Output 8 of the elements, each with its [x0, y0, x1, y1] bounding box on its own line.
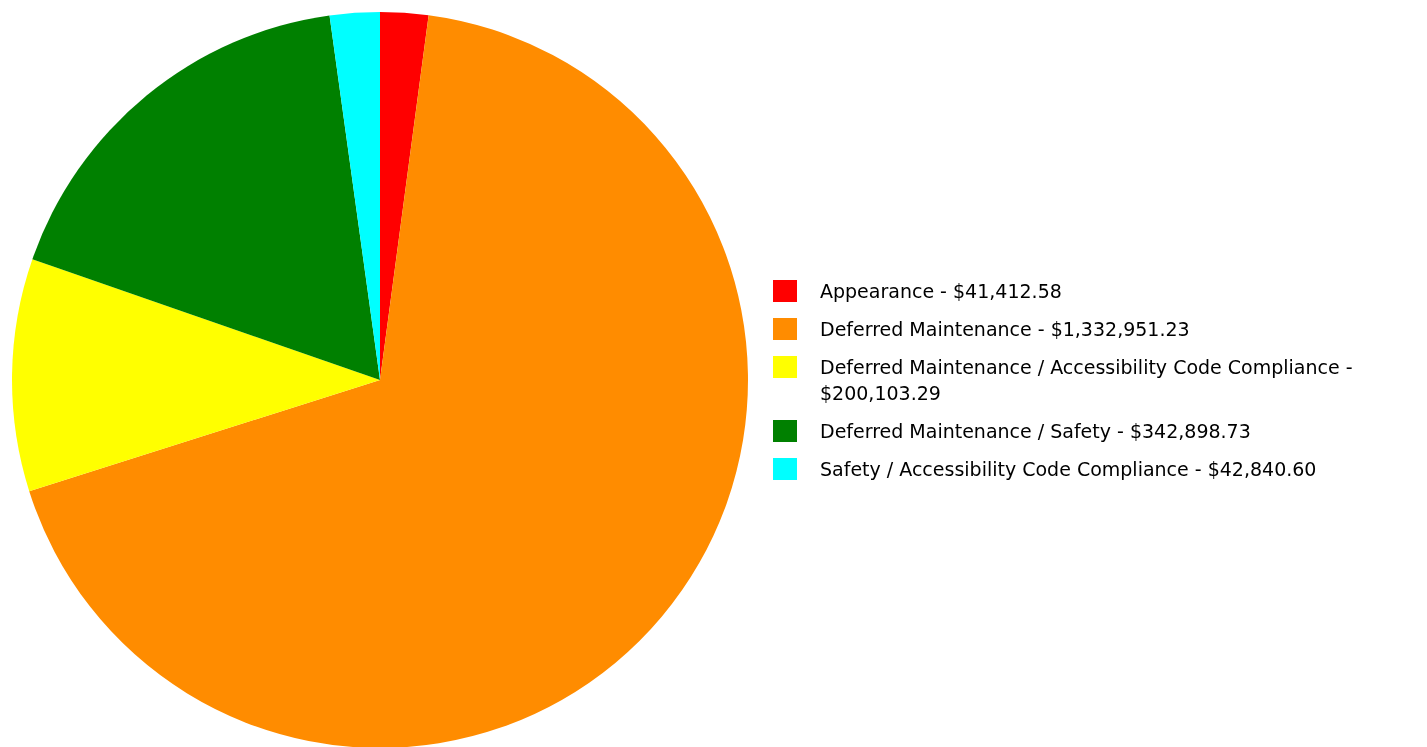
legend-label: Appearance - $41,412.58 — [820, 280, 1062, 303]
legend-label: Safety / Accessibility Code Compliance - $42,840.60 — [820, 458, 1317, 481]
pie-slice — [32, 15, 380, 380]
legend-label: Deferred Maintenance / Accessibility Code Compliance - $200,103.29 — [820, 356, 1353, 405]
pie-slice — [12, 259, 380, 492]
legend-label: Deferred Maintenance / Safety - $342,898.73 — [820, 420, 1251, 443]
pie-slice — [29, 15, 748, 747]
legend-label: Deferred Maintenance - $1,332,951.23 — [820, 318, 1190, 341]
